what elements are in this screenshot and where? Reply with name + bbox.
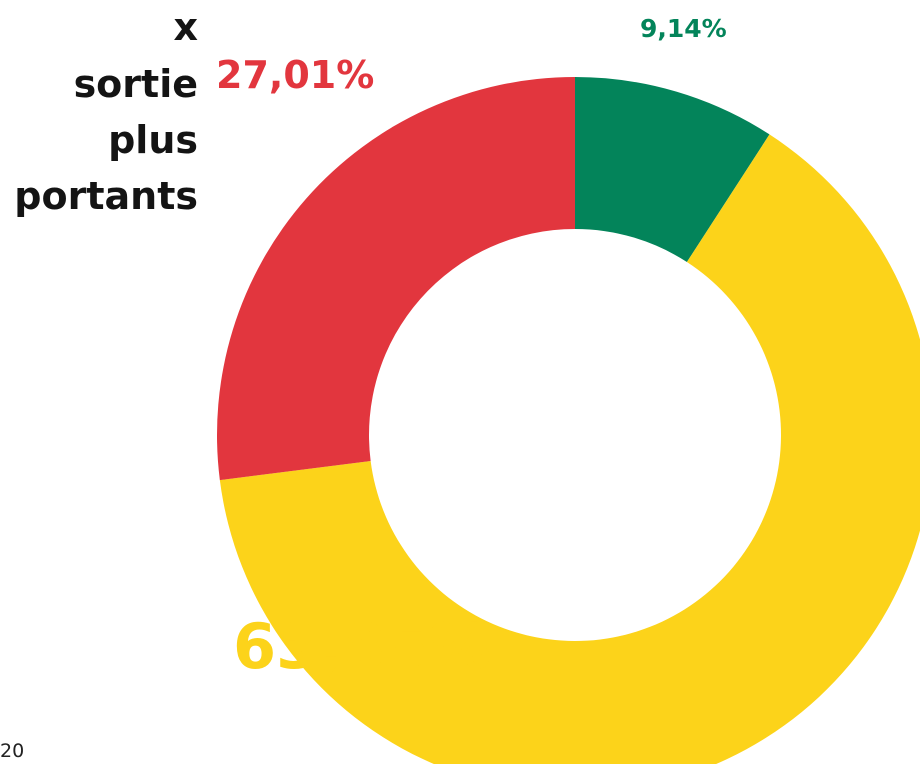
title-line-3: plus — [108, 118, 198, 162]
title-line-2: sortie — [73, 62, 198, 106]
donut-slice-red — [217, 77, 575, 481]
slice-label-yellow: 63,85% — [233, 610, 492, 683]
donut-slices — [217, 77, 920, 764]
title-line-4: portants — [14, 174, 198, 218]
page-number: 20 — [0, 740, 25, 762]
slice-label-green: 9,14% — [640, 14, 727, 43]
title-line-1: x — [173, 5, 198, 49]
donut-slice-green — [575, 77, 770, 263]
slice-label-red: 27,01% — [216, 53, 375, 97]
donut-slice-yellow — [219, 134, 920, 764]
